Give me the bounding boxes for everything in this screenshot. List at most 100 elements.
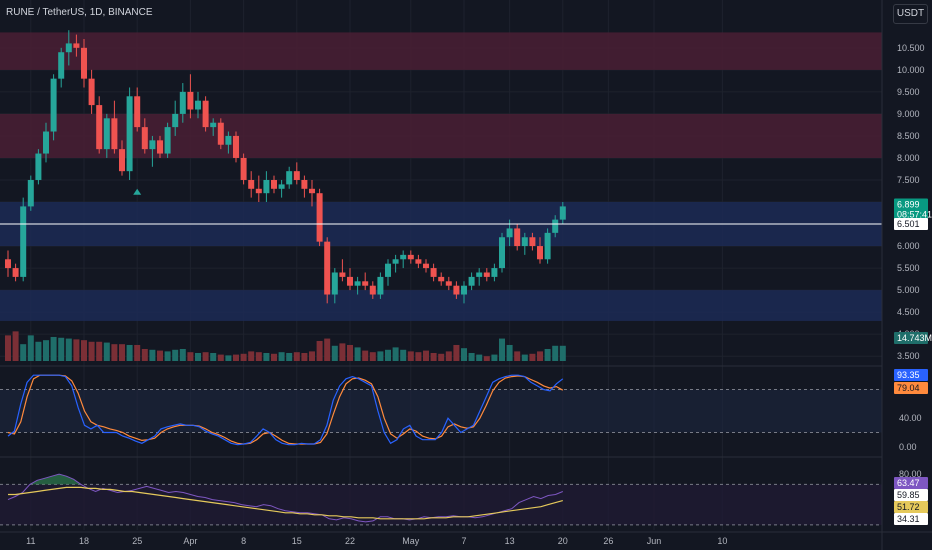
volume-bar	[20, 344, 27, 361]
volume-bar	[263, 352, 270, 361]
candle-body	[103, 118, 110, 150]
candle-body	[20, 206, 27, 277]
candle-body	[499, 237, 505, 269]
volume-bar	[103, 342, 110, 361]
candle-body	[453, 285, 460, 295]
candle-body	[369, 285, 376, 295]
rsi-upper-label: 51.72	[897, 502, 920, 512]
rsi-value-label-bg	[894, 477, 928, 489]
volume-bar	[96, 341, 103, 361]
time-tick-label: 8	[241, 536, 246, 546]
price-tick-label: 8.500	[897, 131, 920, 141]
candle-body	[309, 188, 315, 194]
time-tick-label: 22	[345, 536, 355, 546]
candle-body	[278, 184, 285, 189]
candle-body	[210, 122, 217, 128]
volume-bar	[5, 335, 11, 361]
volume-bar	[544, 348, 551, 361]
currency-button[interactable]: USDT	[893, 4, 928, 24]
volume-bar	[141, 348, 148, 361]
rsi-pane	[0, 473, 882, 526]
symbol-title: RUNE / TetherUS, 1D, BINANCE	[6, 7, 153, 18]
volume-bar	[400, 349, 407, 361]
candle-body	[225, 135, 232, 145]
price-tick-label: 7.500	[897, 175, 920, 185]
volume-bars	[5, 331, 566, 361]
time-axis[interactable]: 11 18 25 Apr 8 15 22 May 7 13 20 26 Jun 10	[0, 531, 932, 546]
time-tick-label: Jun	[647, 536, 662, 546]
candle-body	[544, 232, 551, 260]
volume-bar	[111, 344, 118, 361]
volume-bar	[233, 354, 239, 361]
rsi-ma-label: 59.85	[897, 490, 920, 500]
candle-body	[491, 268, 498, 277]
candle-body	[415, 259, 422, 264]
rsi-overbought-fill	[8, 474, 563, 485]
volume-bar	[225, 355, 232, 361]
stoch-tick-label: 0.00	[899, 442, 917, 452]
candle-body	[468, 276, 475, 286]
candle-body	[233, 135, 239, 158]
candle-body	[362, 281, 369, 286]
candle-body	[111, 118, 118, 150]
volume-bar	[483, 356, 490, 361]
price-tick-label: 9.000	[897, 109, 920, 119]
candle-body	[392, 259, 399, 264]
candle-body	[438, 276, 445, 282]
candle-body	[506, 228, 513, 238]
volume-bar	[407, 351, 414, 361]
volume-bar	[559, 345, 566, 361]
candle-body	[271, 179, 277, 189]
candle-body	[119, 149, 125, 172]
candle-body	[263, 179, 270, 194]
candle-body	[35, 153, 42, 180]
candle-body	[157, 140, 163, 154]
price-tick-label: 9.500	[897, 87, 920, 97]
volume-label-bg	[894, 332, 928, 344]
candle-body	[354, 281, 361, 286]
volume-bar	[293, 352, 300, 361]
volume-bar	[385, 349, 391, 361]
volume-bar	[461, 348, 467, 361]
volume-bar	[537, 351, 543, 361]
candle-body	[134, 96, 141, 128]
volume-bar	[65, 338, 72, 361]
time-tick-label: 26	[603, 536, 613, 546]
candle-body	[407, 254, 414, 260]
volume-bar	[529, 353, 536, 361]
candle-body	[400, 254, 407, 260]
volume-bar	[217, 354, 224, 361]
candle-body	[179, 91, 186, 114]
volume-bar	[468, 352, 475, 361]
candle-body	[187, 91, 194, 110]
volume-bar	[377, 351, 384, 361]
stoch-k-line	[7, 374, 564, 446]
candle-body	[27, 179, 34, 207]
candle-body	[240, 157, 247, 180]
volume-bar	[12, 331, 19, 361]
stoch-band	[0, 389, 882, 433]
volume-bar	[491, 354, 498, 361]
candle-body	[217, 122, 224, 145]
volume-bar	[286, 352, 293, 361]
volume-bar	[316, 340, 323, 361]
candle-body	[195, 100, 201, 110]
volume-bar	[392, 347, 399, 361]
price-tick-label: 5.000	[897, 285, 920, 295]
candle-body	[537, 246, 543, 260]
candle-body	[43, 131, 49, 154]
candle-body	[552, 219, 559, 233]
current-price-label: 6.899	[897, 199, 920, 209]
rsi-tick-label: 80.00	[899, 469, 922, 479]
stoch-k-label-bg	[894, 369, 928, 381]
candle-body	[141, 127, 148, 150]
volume-bar	[134, 344, 141, 361]
volume-bar	[499, 338, 505, 361]
candle-body	[331, 272, 338, 295]
price-tick-label: 10.000	[897, 65, 925, 75]
volume-bar	[195, 352, 201, 361]
candle-body	[430, 268, 437, 277]
candle-body	[301, 179, 308, 189]
